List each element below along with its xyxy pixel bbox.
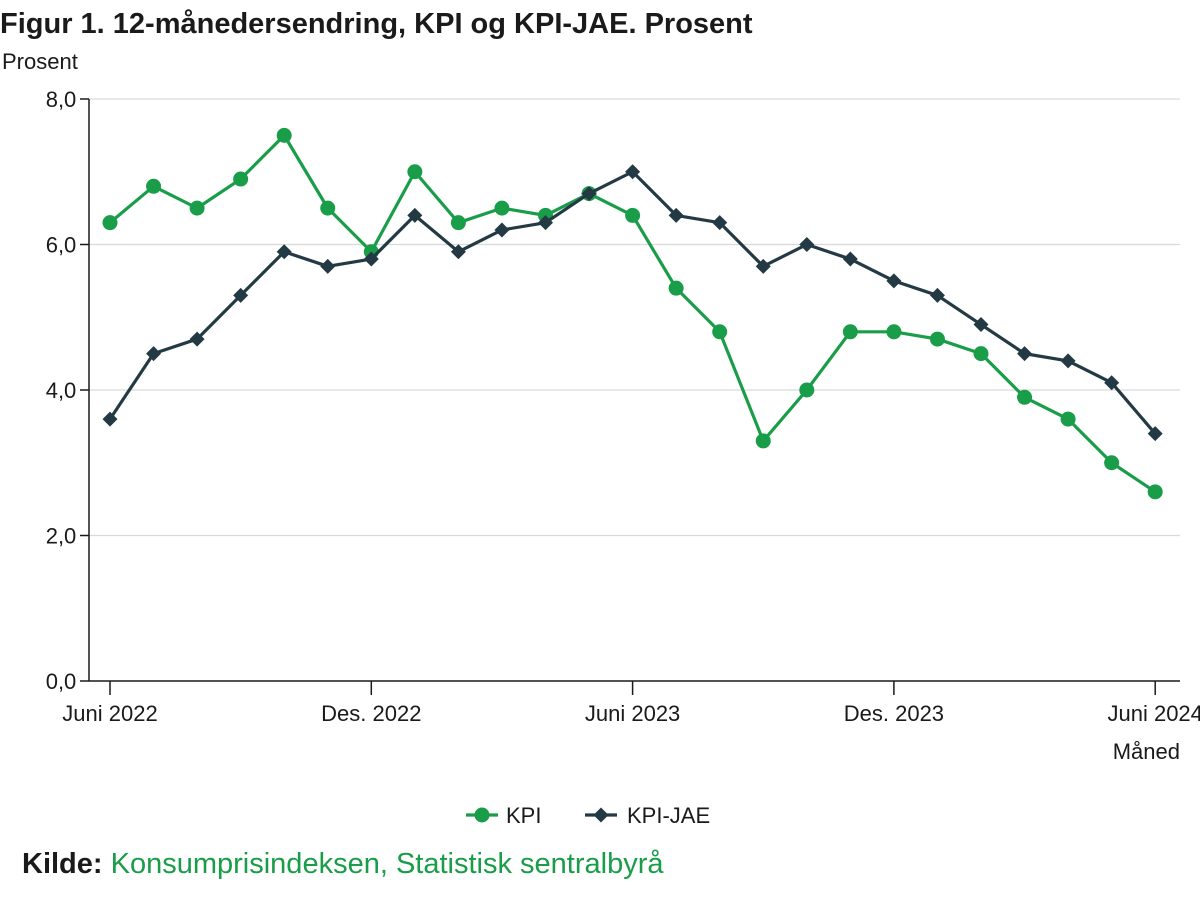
data-point xyxy=(407,164,423,180)
x-tick-label: Juni 2023 xyxy=(585,701,680,726)
source-label: Kilde: xyxy=(22,848,103,880)
data-point xyxy=(581,186,597,202)
data-point xyxy=(363,251,379,267)
data-point xyxy=(1060,411,1076,427)
data-point xyxy=(494,200,510,216)
x-tick-label: Juni 2022 xyxy=(62,701,157,726)
data-point xyxy=(973,317,989,333)
source-link[interactable]: Konsumprisindeksen, Statistisk sentralby… xyxy=(110,848,664,880)
data-point xyxy=(886,324,902,340)
legend-item: KPI xyxy=(466,803,541,828)
x-axis-title: Måned xyxy=(1113,739,1180,764)
data-point xyxy=(407,207,423,223)
legend-label: KPI xyxy=(506,803,541,828)
data-point xyxy=(1104,455,1120,471)
series-group xyxy=(102,127,1163,500)
data-point xyxy=(625,164,641,180)
data-point xyxy=(233,287,249,303)
series-line xyxy=(108,133,1157,494)
y-tick-label: 0,0 xyxy=(46,669,77,694)
data-point xyxy=(1017,346,1033,362)
data-point xyxy=(755,433,771,449)
data-point xyxy=(320,258,336,274)
legend: KPI KPI-JAE xyxy=(466,803,710,828)
x-tick-label: Des. 2022 xyxy=(321,701,421,726)
data-point xyxy=(625,207,641,223)
data-point xyxy=(929,287,945,303)
series-kpi xyxy=(102,127,1163,500)
source-line: Kilde: Konsumprisindeksen, Statistisk se… xyxy=(22,848,663,881)
chart-title: Figur 1. 12-månedersendring, KPI og KPI-… xyxy=(0,8,753,40)
data-point xyxy=(1147,426,1163,442)
data-point xyxy=(799,382,815,398)
data-point xyxy=(146,178,162,194)
data-point xyxy=(276,244,292,260)
data-point xyxy=(842,251,858,267)
data-point xyxy=(973,346,989,362)
data-point xyxy=(146,346,162,362)
data-point xyxy=(276,127,292,143)
data-point xyxy=(886,273,902,289)
data-point xyxy=(712,215,728,231)
legend-marker xyxy=(593,807,609,823)
data-point xyxy=(233,171,249,187)
data-point xyxy=(189,200,205,216)
data-point xyxy=(668,280,684,296)
x-tick-label: Juni 2024 xyxy=(1107,701,1200,726)
y-axis-ticks: 0,0 2,0 4,0 6,0 8,0 xyxy=(46,87,89,694)
legend-item: KPI-JAE xyxy=(585,803,710,828)
data-point xyxy=(842,324,858,340)
data-point xyxy=(450,244,466,260)
y-axis-title: Prosent xyxy=(2,49,78,74)
y-tick-label: 4,0 xyxy=(46,378,77,403)
y-tick-label: 2,0 xyxy=(46,524,77,549)
gridlines xyxy=(89,98,1180,537)
x-axis-ticks: Juni 2022 Des. 2022 Juni 2023 Des. 2023 Juni… xyxy=(62,681,1200,726)
y-tick-label: 8,0 xyxy=(46,87,77,112)
data-point xyxy=(189,331,205,347)
data-point xyxy=(494,222,510,238)
data-point xyxy=(712,324,728,340)
data-point xyxy=(102,411,118,427)
data-point xyxy=(1147,484,1163,500)
series-kpi-jae xyxy=(102,164,1163,442)
data-point xyxy=(755,258,771,274)
legend-marker xyxy=(474,807,490,823)
data-point xyxy=(538,215,553,231)
x-tick-label: Des. 2023 xyxy=(844,701,944,726)
legend-label: KPI-JAE xyxy=(627,803,710,828)
data-point xyxy=(1060,353,1076,369)
data-point xyxy=(929,331,945,347)
data-point xyxy=(1017,389,1033,405)
y-tick-label: 6,0 xyxy=(46,233,77,258)
data-point xyxy=(799,237,815,252)
data-point xyxy=(102,215,118,231)
data-point xyxy=(1104,375,1120,391)
data-point xyxy=(668,207,684,223)
data-point xyxy=(450,215,466,231)
data-point xyxy=(320,200,336,216)
